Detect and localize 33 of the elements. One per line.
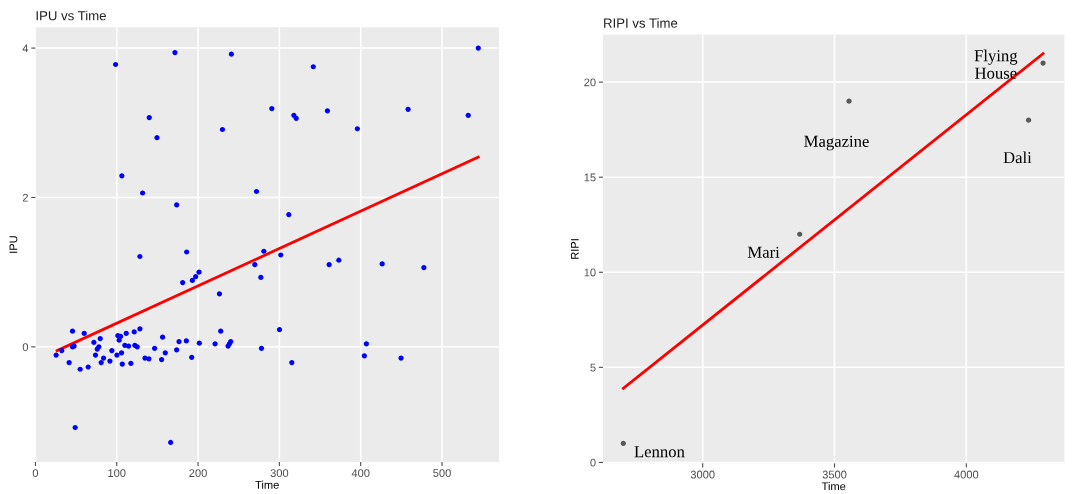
- annotation: Mari: [747, 246, 780, 258]
- annotation: Dali: [1003, 151, 1032, 164]
- x-tick-label: 3500: [822, 470, 847, 479]
- y-tick-label: 20: [584, 78, 596, 87]
- y-tick-label: 0: [22, 343, 29, 351]
- y-tick-label: 2: [22, 193, 28, 202]
- x-axis-title: Time: [255, 480, 279, 489]
- annotation: Magazine: [804, 135, 869, 151]
- x-tick-label: 3000: [690, 470, 715, 479]
- y-axis-title: IPU: [9, 236, 18, 253]
- point: [1025, 117, 1032, 123]
- point: [846, 98, 852, 104]
- annotation: Flying House: [974, 49, 1018, 79]
- point: [1040, 60, 1046, 66]
- y-tick-label: 4: [22, 44, 29, 53]
- y-tick-label: 0: [590, 458, 596, 467]
- x-tick-label: 400: [351, 469, 370, 477]
- x-tick-label: 300: [270, 469, 289, 477]
- y-axis-title: RIPI: [571, 239, 579, 259]
- point: [797, 231, 803, 237]
- chart-title: RIPI vs Time: [604, 18, 678, 28]
- x-tick-label: 0: [32, 469, 39, 477]
- y-tick-label: 10: [584, 268, 596, 277]
- annotation: Lennon: [634, 446, 685, 458]
- x-tick-label: 100: [108, 469, 126, 477]
- point: [620, 440, 626, 446]
- y-tick-label: 15: [584, 173, 596, 182]
- x-tick-label: 200: [189, 469, 207, 477]
- x-tick-label: 4000: [954, 470, 979, 479]
- chart-title: IPU vs Time: [36, 10, 106, 21]
- x-tick-label: 500: [433, 469, 451, 477]
- x-axis-title: Time: [821, 482, 846, 491]
- y-tick-label: 5: [590, 363, 596, 372]
